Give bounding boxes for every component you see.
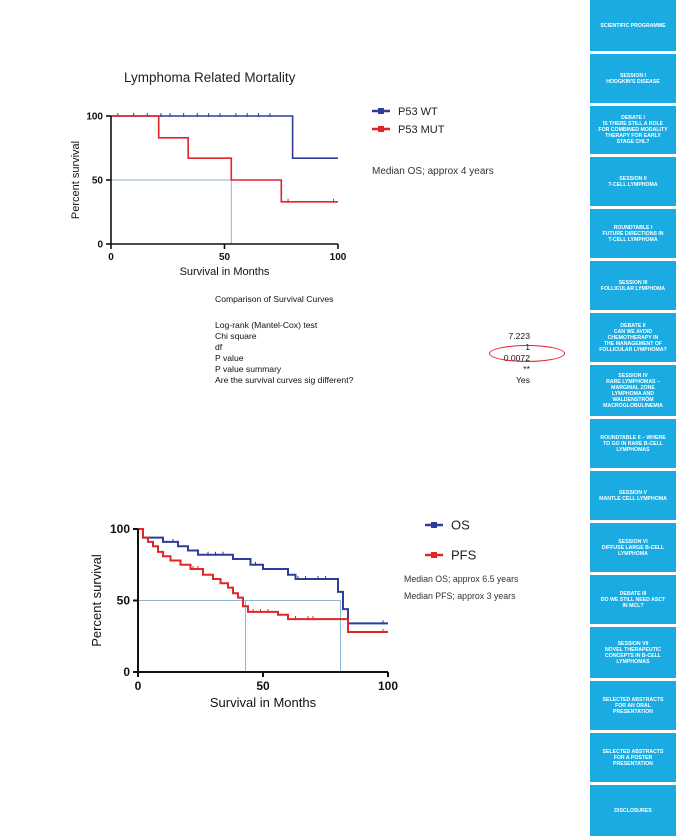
y-tick-label: 100 — [110, 522, 130, 536]
sidebar-item-session-1[interactable]: SESSION I HODGKIN'S DISEASE — [590, 54, 676, 103]
legend-marker — [431, 522, 437, 528]
sidebar-item-poster-abstracts[interactable]: SELECTED ABSTRACTS FOR A POSTER PRESENTA… — [590, 733, 676, 782]
sidebar-nav: SCIENTIFIC PROGRAMME SESSION I HODGKIN'S… — [590, 0, 676, 836]
x-tick-label: 0 — [108, 252, 114, 263]
x-axis-label: Survival in Months — [210, 695, 317, 710]
legend-marker — [431, 552, 437, 558]
y-tick-label: 50 — [92, 176, 104, 187]
stats-row: df 1 — [215, 342, 535, 353]
legend-label: OS — [451, 518, 470, 533]
sidebar-item-scientific-programme[interactable]: SCIENTIFIC PROGRAMME — [590, 0, 676, 51]
x-axis-label: Survival in Months — [180, 266, 270, 278]
survival-curve-p53-wt — [111, 115, 338, 159]
y-tick-label: 0 — [123, 665, 130, 679]
survival-curve-p53-mut — [111, 115, 338, 203]
stats-value: Yes — [515, 375, 530, 385]
sidebar-item-session-2[interactable]: SESSION II T-CELL LYMPHOMA — [590, 157, 676, 206]
stats-row: Log-rank (Mantel-Cox) test — [215, 320, 535, 331]
stats-key: P value — [215, 353, 244, 363]
stats-title: Comparison of Survival Curves — [215, 294, 334, 304]
sidebar-item-debate-1[interactable]: DEBATE I IS THERE STILL A ROLE FOR COMBI… — [590, 106, 676, 154]
chart-lymphoma-related-mortality: Lymphoma Related Mortality 0 50 100 0 50 100 Su… — [70, 70, 494, 278]
p-value-highlight-circle — [489, 345, 565, 362]
legend-label: PFS — [451, 548, 477, 563]
stats-row: Are the survival curves sig different? Y… — [215, 375, 535, 386]
y-tick-label: 0 — [97, 240, 103, 251]
legend-marker — [378, 126, 384, 132]
sidebar-item-session-5[interactable]: SESSION V MANTLE CELL LYMPHOMA — [590, 471, 676, 520]
x-tick-label: 100 — [330, 252, 347, 263]
sidebar-item-roundtable-2[interactable]: ROUNDTABLE II – WHERE TO GO IN RARE B-CE… — [590, 419, 676, 468]
stats-key: Log-rank (Mantel-Cox) test — [215, 320, 318, 330]
legend-marker — [378, 108, 384, 114]
sidebar-item-session-3[interactable]: SESSION III FOLLICULAR LYMPHOMA — [590, 261, 676, 310]
x-tick-label: 100 — [378, 679, 398, 693]
chart-os-pfs: 0 50 100 0 50 100 Survival in Months Percent su… — [89, 518, 519, 710]
stats-row: P value 0.0072 — [215, 353, 535, 364]
stats-key: Chi square — [215, 331, 257, 341]
slide: Lymphoma Related Mortality 0 50 100 0 50 100 Su… — [70, 70, 565, 710]
x-tick-label: 50 — [256, 679, 270, 693]
stats-row: P value summary ** — [215, 364, 535, 375]
chart-title: Lymphoma Related Mortality — [124, 70, 296, 85]
y-axis-label: Percent survival — [70, 141, 82, 219]
survival-curve-pfs — [138, 528, 388, 633]
sidebar-item-oral-abstracts[interactable]: SELECTED ABSTRACTS FOR AN ORAL PRESENTAT… — [590, 681, 676, 730]
stats-row: Chi square 7.223 — [215, 331, 535, 342]
y-tick-label: 50 — [117, 594, 131, 608]
legend-label: P53 MUT — [398, 124, 445, 136]
sidebar-item-disclosures[interactable]: DISCLOSURES — [590, 785, 676, 836]
stats-value: 7.223 — [508, 331, 530, 341]
sidebar-item-debate-2[interactable]: DEBATE II CAN WE AVOID CHEMOTHERAPY IN T… — [590, 313, 676, 362]
sidebar-item-roundtable-1[interactable]: ROUNDTABLE I FUTURE DIRECTIONS IN T-CELL… — [590, 209, 676, 258]
chart-annotation: Median OS; approx 4 years — [372, 166, 494, 177]
sidebar-item-debate-3[interactable]: DEBATE III DO WE STILL NEED ASCT IN MCL? — [590, 575, 676, 624]
chart-annotation: Median PFS; approx 3 years — [404, 591, 516, 601]
y-axis-label: Percent survival — [89, 554, 104, 647]
sidebar-item-session-6[interactable]: SESSION VI DIFFUSE LARGE B-CELL LYMPHOMA — [590, 523, 676, 572]
legend-label: P53 WT — [398, 106, 438, 118]
x-tick-label: 50 — [219, 252, 231, 263]
stats-key: P value summary — [215, 364, 282, 374]
x-tick-label: 0 — [135, 679, 142, 693]
survival-curve-os — [138, 528, 388, 625]
chart-annotation: Median OS; approx 6.5 years — [404, 574, 519, 584]
stats-value: ** — [523, 364, 530, 374]
y-tick-label: 100 — [86, 112, 103, 123]
sidebar-item-session-4[interactable]: SESSION IV RARE LYMPHOMAS – MARGINAL ZON… — [590, 365, 676, 416]
stats-key: df — [215, 342, 223, 352]
sidebar-item-session-7[interactable]: SESSION VII NOVEL THERAPEUTIC CONCEPTS I… — [590, 627, 676, 678]
stats-key: Are the survival curves sig different? — [215, 375, 354, 385]
